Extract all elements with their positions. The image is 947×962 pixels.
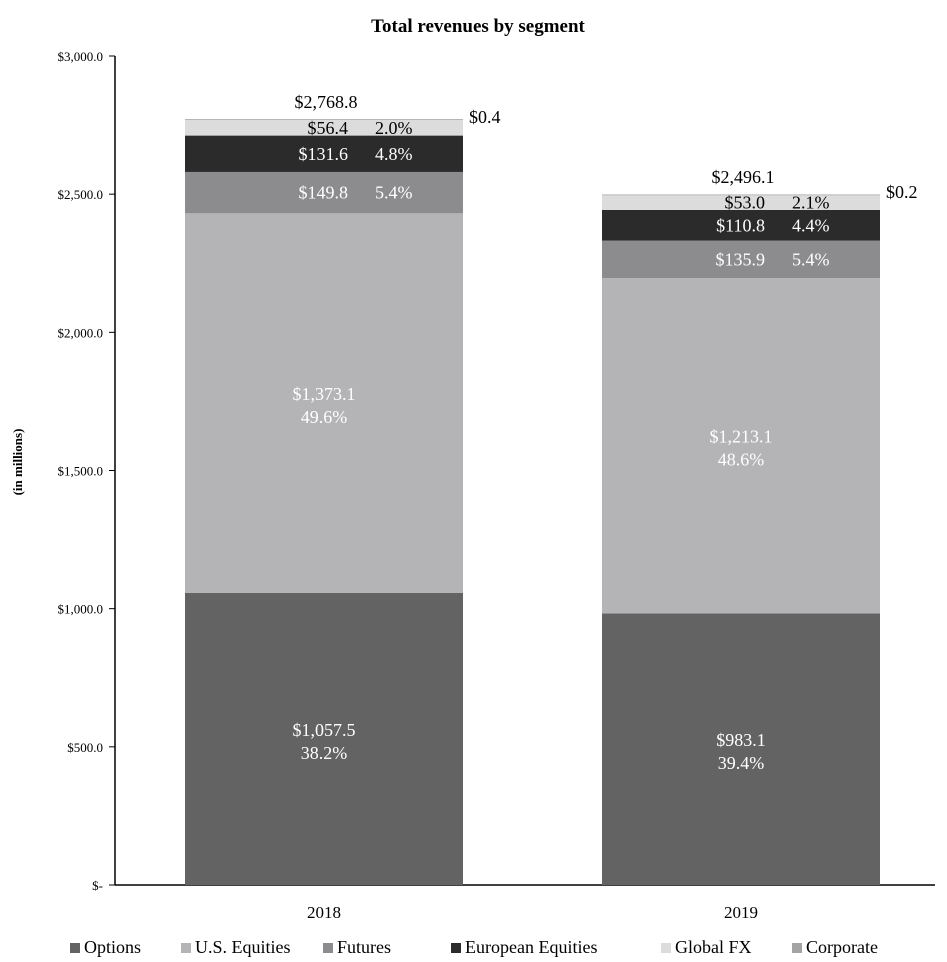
legend-swatch — [661, 943, 671, 953]
legend-swatch — [323, 943, 333, 953]
data-label-percent: 5.4% — [375, 183, 413, 203]
y-tick-label: $3,000.0 — [58, 49, 104, 64]
bar-segment-1-4 — [602, 195, 880, 210]
legend-item: Global FX — [661, 937, 752, 957]
data-label-percent: 38.2% — [301, 743, 348, 763]
legend-item: U.S. Equities — [181, 937, 291, 957]
legend-item: Corporate — [792, 937, 878, 957]
bar-segment-1-5 — [602, 194, 880, 196]
bar-segment-1-3 — [602, 209, 880, 241]
chart-title: Total revenues by segment — [371, 16, 585, 37]
data-label-value: $0.2 — [886, 182, 918, 202]
legend-swatch — [70, 943, 80, 953]
data-label-value: $1,057.5 — [293, 720, 356, 740]
data-label-value: $56.4 — [308, 118, 349, 138]
x-tick-label: 2018 — [307, 903, 341, 922]
plot-area: $- $500.0 $1,000.0 $1,500.0 $2,000.0 $2,500.0… — [58, 49, 935, 922]
data-label-percent: 48.6% — [718, 450, 765, 470]
data-label-percent: 39.4% — [718, 753, 765, 773]
data-label-percent: 2.1% — [792, 193, 830, 213]
y-tick-label: $500.0 — [67, 740, 103, 755]
y-tick-label: $2,500.0 — [58, 187, 104, 202]
data-label-value: $1,373.1 — [293, 384, 356, 404]
legend-label: Corporate — [806, 937, 878, 957]
legend: Options U.S. Equities Futures European Equi… — [70, 937, 878, 957]
data-label-value: $53.0 — [725, 193, 766, 213]
legend-swatch — [792, 943, 802, 953]
legend-item: European Equities — [451, 937, 597, 957]
bar-segment-0-0 — [185, 592, 463, 885]
legend-item: Futures — [323, 937, 391, 957]
legend-swatch — [181, 943, 191, 953]
data-label-percent: 4.4% — [792, 215, 830, 235]
legend-label: Global FX — [675, 937, 752, 957]
y-tick-label: $1,000.0 — [58, 602, 104, 617]
data-label-value: $149.8 — [299, 183, 349, 203]
data-label-percent: 49.6% — [301, 407, 348, 427]
data-label-value: $135.9 — [716, 249, 766, 269]
y-tick-label: $2,000.0 — [58, 325, 104, 340]
y-tick-label: $1,500.0 — [58, 464, 104, 479]
data-label-percent: 2.0% — [375, 118, 413, 138]
legend-label: Futures — [337, 937, 391, 957]
data-label-percent: 4.8% — [375, 144, 413, 164]
bar-segment-1-1 — [602, 278, 880, 614]
bar-segment-0-3 — [185, 135, 463, 172]
bar-segment-1-0 — [602, 613, 880, 885]
bar-segment-1-2 — [602, 240, 880, 279]
data-label-value: $131.6 — [299, 144, 349, 164]
legend-label: U.S. Equities — [195, 937, 291, 957]
legend-label: European Equities — [465, 937, 597, 957]
bar-segment-0-4 — [185, 119, 463, 136]
data-label-value: $1,213.1 — [710, 427, 773, 447]
y-tick-label: $- — [92, 878, 103, 893]
data-label-value: $0.4 — [469, 107, 501, 127]
data-label-value: $110.8 — [716, 215, 765, 235]
legend-swatch — [451, 943, 461, 953]
total-label: $2,768.8 — [295, 92, 358, 112]
data-label-value: $983.1 — [716, 730, 766, 750]
legend-label: Options — [84, 937, 141, 957]
total-label: $2,496.1 — [712, 167, 775, 187]
y-axis-label: (in millions) — [10, 429, 25, 496]
x-tick-label: 2019 — [724, 903, 758, 922]
data-label-percent: 5.4% — [792, 249, 830, 269]
bar-segment-0-1 — [185, 213, 463, 593]
bar-segment-0-2 — [185, 171, 463, 214]
bar-segment-0-5 — [185, 119, 463, 120]
legend-item: Options — [70, 937, 141, 957]
